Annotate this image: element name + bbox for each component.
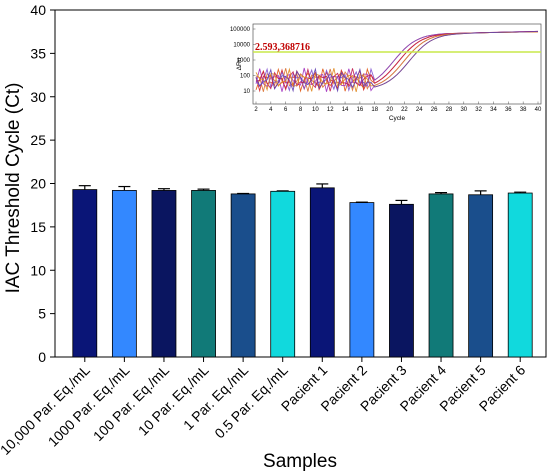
y-tick-label: 25: [30, 132, 46, 148]
bar: [468, 194, 494, 358]
inset-x-tick-label: 8: [299, 107, 303, 113]
y-tick-label: 10: [30, 262, 46, 278]
inset-y-tick-label: 100000: [230, 27, 251, 33]
inset-x-tick-label: 22: [401, 107, 408, 113]
inset-frame: [252, 23, 542, 105]
inset-x-tick-label: 20: [386, 107, 393, 113]
bar: [428, 193, 454, 358]
inset-x-tick-label: 2: [254, 107, 258, 113]
inset-x-tick-label: 24: [416, 107, 423, 113]
inset-x-tick-label: 38: [520, 107, 527, 113]
inset-x-tick-label: 28: [446, 107, 453, 113]
inset-x-tick-label: 32: [475, 107, 482, 113]
bar: [309, 187, 335, 358]
y-tick-label: 30: [30, 89, 46, 105]
bar: [270, 190, 296, 358]
inset-x-axis-title: Cycle: [389, 115, 406, 122]
inset-y-tick-label: 1000: [237, 58, 251, 64]
bar: [111, 190, 137, 358]
bar: [151, 190, 177, 358]
bar: [72, 189, 98, 358]
amplification-curve: [255, 31, 538, 93]
y-tick-label: 35: [30, 45, 46, 61]
y-tick-label: 40: [30, 2, 46, 18]
inset-x-tick-label: 34: [490, 107, 497, 113]
threshold-label: 2.593,368716: [255, 42, 310, 53]
bar: [349, 202, 375, 358]
y-tick-label: 5: [38, 306, 46, 322]
bar: [389, 203, 414, 358]
y-tick-label: 15: [30, 219, 46, 235]
inset-x-tick-label: 26: [431, 107, 438, 113]
inset-y-tick-label: 10: [243, 89, 250, 95]
bar: [191, 190, 216, 358]
inset-x-tick-label: 36: [505, 107, 512, 113]
y-tick-label: 0: [38, 349, 46, 365]
inset-x-tick-label: 4: [269, 107, 273, 113]
inset-x-tick-label: 18: [371, 107, 378, 113]
inset-x-tick-label: 6: [284, 107, 288, 113]
inset-x-tick-label: 12: [327, 107, 334, 113]
inset-x-tick-label: 30: [460, 107, 467, 113]
inset-y-axis-title: ΔRn: [236, 57, 243, 70]
inset-y-tick-label: 100: [240, 74, 251, 80]
inset-x-tick-label: 10: [312, 107, 319, 113]
bar: [230, 193, 256, 358]
bar: [507, 192, 533, 358]
bar-series: [72, 183, 533, 358]
y-axis: 0 5 10 15 20 25 30 35 40: [30, 2, 547, 365]
inset-x-tick-label: 40: [535, 107, 542, 113]
y-axis-title: IAC Threshold Cycle (Ct): [3, 83, 24, 294]
inset-x-tick-label: 16: [357, 107, 364, 113]
inset-y-tick-label: 10000: [233, 43, 250, 49]
x-axis-title: Samples: [263, 451, 337, 472]
y-tick-label: 20: [30, 176, 46, 192]
inset-x-tick-label: 14: [342, 107, 349, 113]
